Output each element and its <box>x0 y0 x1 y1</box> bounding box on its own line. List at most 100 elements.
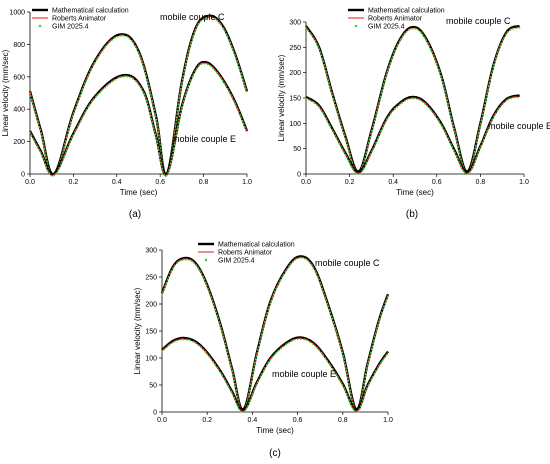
x-tick-label: 0.2 <box>345 179 355 186</box>
gim-point <box>165 174 168 177</box>
gim-point <box>376 367 379 370</box>
gim-point <box>288 341 290 344</box>
gim-point <box>336 109 338 112</box>
gim-point <box>371 126 374 129</box>
gim-point <box>259 375 262 378</box>
gim-point <box>509 29 512 31</box>
gim-point <box>186 338 188 341</box>
gim-point <box>193 31 196 34</box>
gim-point <box>335 106 337 109</box>
gim-point <box>330 91 333 94</box>
gim-point <box>159 158 162 161</box>
gim-point <box>224 30 226 33</box>
gim-point <box>337 116 340 118</box>
gim-point <box>484 135 486 138</box>
gim-point <box>331 367 334 370</box>
gim-point <box>178 115 181 118</box>
gim-point <box>180 87 182 90</box>
gim-point <box>362 389 364 391</box>
gim-point <box>154 115 157 118</box>
gim-point <box>219 323 221 326</box>
gim-point <box>356 172 358 175</box>
gim-point <box>145 99 148 102</box>
gim-point <box>212 361 215 363</box>
gim-point <box>419 31 422 34</box>
gim-point <box>384 76 387 79</box>
gim-point <box>225 85 227 88</box>
gim-point <box>172 150 175 153</box>
gim-point <box>347 146 350 149</box>
gim-point <box>347 159 350 162</box>
gim-point <box>486 129 489 132</box>
gim-point <box>398 103 401 106</box>
gim-point <box>463 171 466 174</box>
gim-point <box>380 361 382 364</box>
gim-point <box>38 148 40 151</box>
gim-point <box>409 97 412 100</box>
gim-point <box>445 134 448 137</box>
panel-caption: (a) <box>129 209 141 220</box>
gim-point <box>362 396 365 398</box>
gim-point <box>382 83 385 85</box>
gim-point <box>169 165 171 168</box>
gim-point <box>428 45 431 47</box>
gim-point <box>35 143 37 145</box>
gim-point <box>265 364 268 367</box>
gim-point <box>147 84 150 87</box>
gim-point <box>43 147 46 150</box>
gim-point <box>364 373 367 376</box>
gim-point <box>59 163 62 166</box>
gim-point <box>487 85 490 87</box>
gim-point <box>29 92 31 94</box>
gim-point <box>324 66 326 69</box>
gim-point <box>311 342 314 345</box>
gim-point <box>181 106 183 109</box>
gim-point <box>504 100 507 103</box>
gim-point <box>43 160 46 163</box>
gim-point <box>326 359 328 362</box>
gim-point <box>322 354 325 357</box>
gim-point <box>192 73 195 75</box>
gim-point <box>303 257 306 260</box>
legend-label: Mathematical calculation <box>368 8 445 15</box>
gim-point <box>439 123 442 126</box>
gim-point <box>281 276 283 279</box>
gim-point <box>452 149 455 151</box>
gim-point <box>90 67 93 70</box>
gim-point <box>481 116 484 119</box>
gim-point <box>479 147 481 150</box>
gim-point <box>290 340 293 343</box>
gim-point <box>512 27 515 30</box>
gim-point <box>478 128 481 131</box>
gim-point <box>426 105 429 108</box>
gim-point <box>318 106 321 109</box>
gim-point <box>336 333 338 335</box>
gim-point <box>72 112 75 114</box>
gim-point <box>412 97 415 100</box>
gim-point <box>338 142 341 145</box>
annotation-couple-e: mobile couple E <box>272 369 336 379</box>
annotation-couple-e: mobile couple E <box>488 121 550 131</box>
gim-point <box>181 78 184 81</box>
gim-point <box>65 149 68 151</box>
y-tick-label: 300 <box>145 248 157 255</box>
x-tick-label: 1.0 <box>383 417 393 424</box>
gim-point <box>351 168 354 171</box>
gim-point <box>194 342 197 345</box>
gim-point <box>518 26 521 29</box>
gim-point <box>144 72 147 74</box>
gim-point <box>460 158 462 161</box>
roberts-animator-line <box>161 256 389 411</box>
gim-point <box>40 132 43 134</box>
gim-point <box>476 153 479 156</box>
gim-point <box>79 94 82 96</box>
gim-point <box>373 372 376 375</box>
gim-point <box>100 51 103 53</box>
gim-point <box>244 87 247 90</box>
gim-point <box>184 93 187 96</box>
gim-point <box>194 28 197 31</box>
gim-point <box>416 98 418 100</box>
gim-point <box>243 125 246 128</box>
gim-point <box>305 26 307 29</box>
gim-point <box>417 29 420 32</box>
